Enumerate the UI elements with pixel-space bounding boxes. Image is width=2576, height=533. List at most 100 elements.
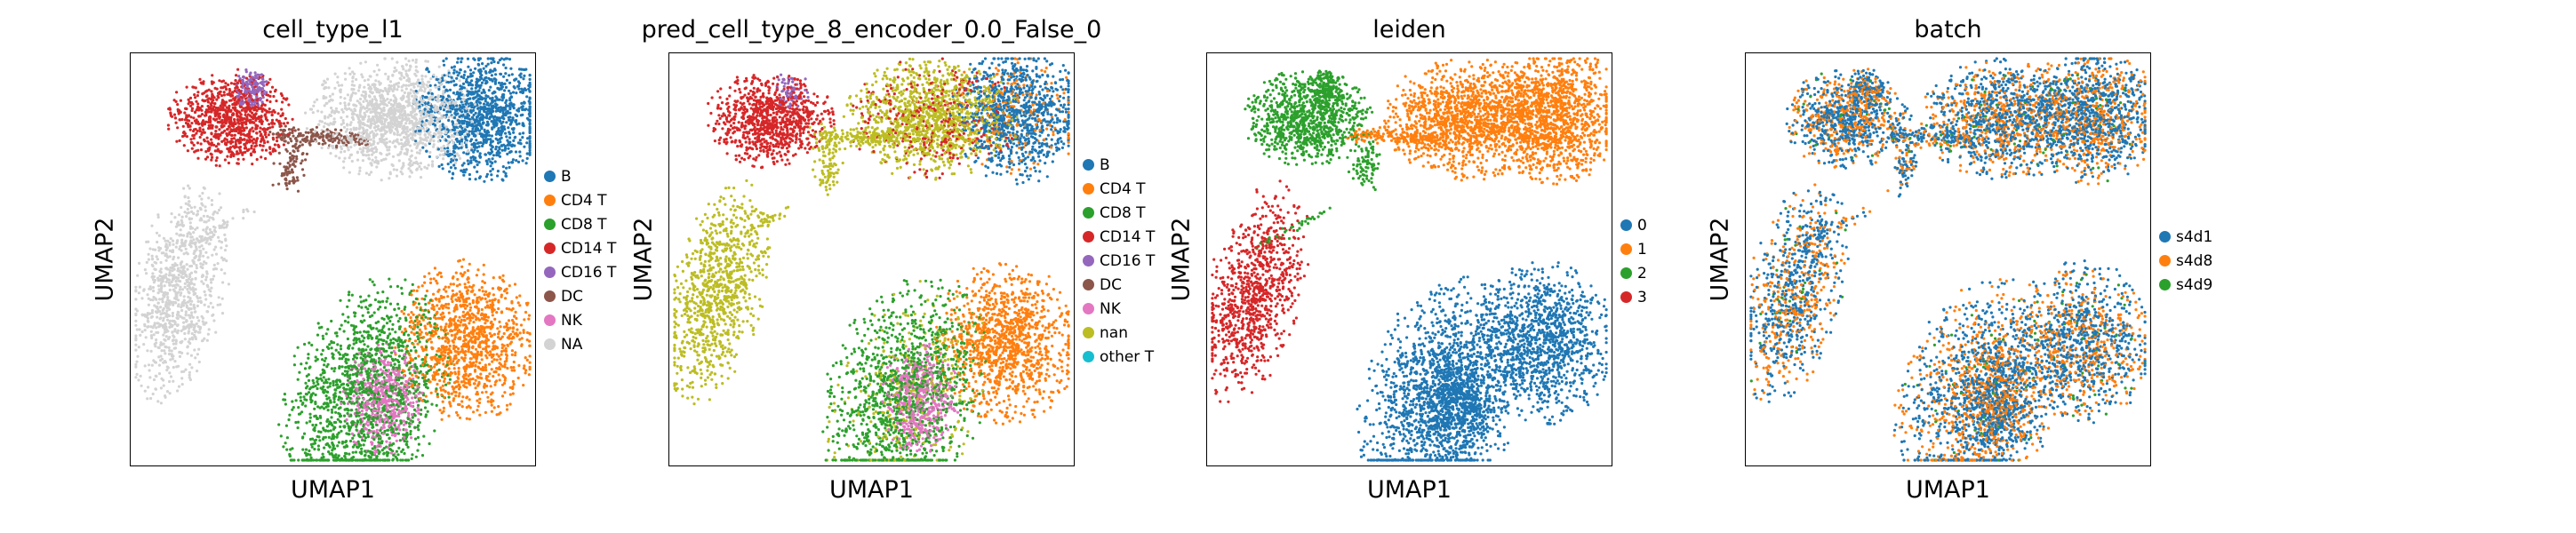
data-point xyxy=(494,73,498,76)
data-point xyxy=(348,439,353,443)
data-point xyxy=(176,126,180,130)
data-point xyxy=(275,99,278,103)
data-point xyxy=(339,347,343,351)
data-point xyxy=(168,325,172,329)
data-point xyxy=(297,458,300,462)
data-point xyxy=(425,289,429,293)
data-point xyxy=(351,373,355,377)
data-point xyxy=(391,155,396,158)
data-point xyxy=(227,161,230,165)
data-point xyxy=(399,419,403,423)
data-point xyxy=(188,370,191,374)
data-point xyxy=(420,167,423,171)
data-point xyxy=(198,130,202,133)
data-point xyxy=(394,358,397,362)
data-point xyxy=(476,399,479,402)
data-point xyxy=(423,130,427,133)
data-point xyxy=(150,254,154,258)
data-point xyxy=(444,285,447,289)
data-point xyxy=(439,146,443,150)
data-point xyxy=(388,131,392,134)
chart-title: cell_type_l1 xyxy=(262,16,403,44)
data-point xyxy=(158,310,162,314)
data-point xyxy=(299,395,302,399)
data-point xyxy=(205,214,209,219)
data-point xyxy=(459,321,462,324)
data-point xyxy=(528,153,532,156)
data-point xyxy=(397,424,401,427)
data-point xyxy=(351,450,355,454)
data-point xyxy=(480,358,484,362)
data-point xyxy=(471,127,475,131)
data-point xyxy=(147,363,151,367)
data-point xyxy=(440,274,444,279)
data-point xyxy=(174,225,178,228)
data-point xyxy=(496,60,500,65)
data-point xyxy=(177,385,181,388)
data-point xyxy=(392,131,396,135)
data-point xyxy=(199,148,204,152)
data-point xyxy=(482,273,485,276)
data-point xyxy=(436,382,439,386)
data-point xyxy=(159,260,163,265)
data-point xyxy=(494,147,498,151)
data-point xyxy=(303,342,307,346)
data-point xyxy=(345,115,349,118)
data-point xyxy=(293,164,297,168)
data-point xyxy=(446,139,450,144)
data-point xyxy=(382,426,386,429)
data-point xyxy=(442,304,446,307)
data-point xyxy=(376,63,380,67)
data-point xyxy=(363,79,366,83)
data-point xyxy=(264,148,268,152)
data-point xyxy=(297,392,300,395)
data-point xyxy=(396,346,400,349)
data-point xyxy=(168,392,172,395)
data-point xyxy=(386,98,389,101)
data-point xyxy=(195,322,198,326)
data-point xyxy=(470,130,474,133)
data-point xyxy=(166,298,170,302)
data-point xyxy=(366,311,370,314)
data-point xyxy=(182,234,186,237)
data-point xyxy=(294,420,298,425)
data-point xyxy=(292,354,296,358)
data-point xyxy=(326,146,330,150)
data-point xyxy=(468,398,471,402)
data-point xyxy=(377,68,381,72)
data-point xyxy=(484,354,488,357)
data-point xyxy=(292,134,295,138)
data-point xyxy=(157,234,161,237)
data-point xyxy=(323,104,326,107)
data-point xyxy=(229,82,233,85)
data-point xyxy=(175,232,179,235)
data-point xyxy=(324,405,328,409)
data-point xyxy=(342,330,346,333)
data-point xyxy=(347,321,350,324)
data-point xyxy=(244,126,248,130)
data-point xyxy=(501,165,505,169)
data-point xyxy=(236,68,240,71)
data-point xyxy=(362,99,365,103)
data-point xyxy=(504,131,508,135)
data-point xyxy=(233,117,236,122)
data-point xyxy=(282,122,286,125)
data-point xyxy=(162,236,165,240)
data-point xyxy=(180,205,183,210)
data-point xyxy=(386,433,389,436)
data-point xyxy=(409,349,412,353)
data-point xyxy=(525,95,529,99)
data-point xyxy=(210,281,213,284)
data-point xyxy=(189,206,193,210)
data-point xyxy=(186,288,189,291)
data-point xyxy=(415,306,419,309)
data-point xyxy=(417,411,420,415)
data-point xyxy=(343,370,347,373)
data-point xyxy=(305,127,308,131)
data-point xyxy=(361,159,364,163)
data-point xyxy=(185,263,188,266)
data-point xyxy=(138,328,141,331)
data-point xyxy=(242,157,245,161)
data-point xyxy=(492,276,495,280)
